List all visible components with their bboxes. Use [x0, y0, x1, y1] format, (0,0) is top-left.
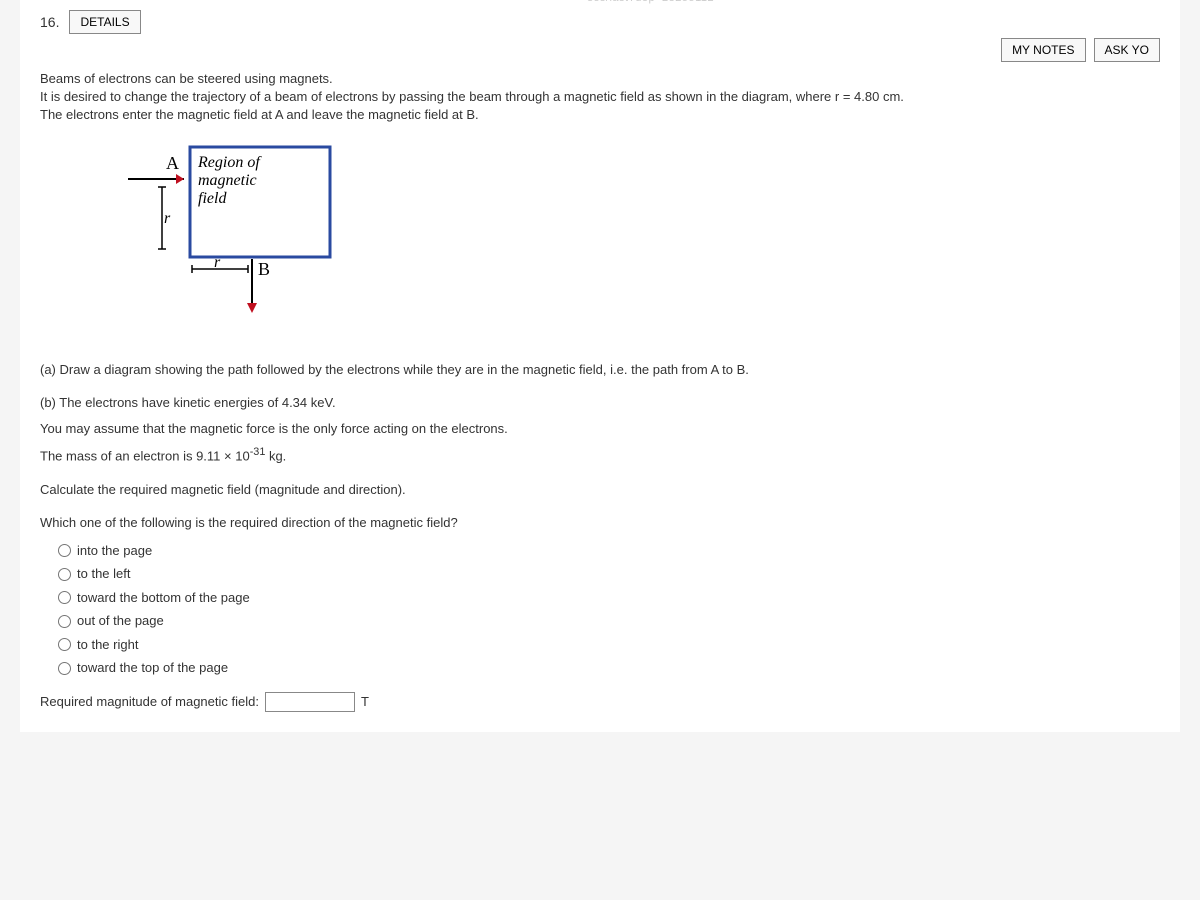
option-bottom[interactable]: toward the bottom of the page: [58, 588, 1160, 608]
part-b-line: You may assume that the magnetic force i…: [40, 419, 1160, 439]
radio-input[interactable]: [58, 638, 71, 651]
unit-label: T: [361, 692, 369, 712]
question-header-right: MY NOTES ASK YO: [1001, 38, 1160, 62]
intro-line: Beams of electrons can be steered using …: [40, 70, 1160, 88]
ask-teacher-button[interactable]: ASK YO: [1094, 38, 1160, 62]
option-right[interactable]: to the right: [58, 635, 1160, 655]
radio-input[interactable]: [58, 544, 71, 557]
part-a: (a) Draw a diagram showing the path foll…: [40, 360, 1160, 380]
option-label: toward the bottom of the page: [77, 588, 250, 608]
label-a: A: [166, 153, 179, 173]
option-label: to the right: [77, 635, 138, 655]
direction-question: Which one of the following is the requir…: [40, 513, 1160, 533]
intro-line: It is desired to change the trajectory o…: [40, 88, 1160, 106]
direction-options: into the page to the left toward the bot…: [58, 541, 1160, 678]
magnitude-input[interactable]: [265, 692, 355, 712]
option-label: to the left: [77, 564, 130, 584]
region-label: magnetic: [198, 172, 257, 189]
region-label: Region of: [197, 154, 262, 171]
header-row: 16. DETAILS MY NOTES ASK YO: [40, 10, 1160, 62]
magnitude-row: Required magnitude of magnetic field: T: [40, 692, 1160, 712]
radio-input[interactable]: [58, 568, 71, 581]
arrow-b-icon: [247, 303, 257, 313]
arrow-a-icon: [176, 174, 184, 184]
part-b-line: The mass of an electron is 9.11 × 10-31 …: [40, 444, 1160, 466]
label-r: r: [214, 254, 221, 271]
option-out-of-page[interactable]: out of the page: [58, 611, 1160, 631]
intro-line: The electrons enter the magnetic field a…: [40, 106, 1160, 124]
radio-input[interactable]: [58, 662, 71, 675]
radio-input[interactable]: [58, 591, 71, 604]
magnitude-label: Required magnitude of magnetic field:: [40, 692, 259, 712]
intro-text: Beams of electrons can be steered using …: [40, 70, 1160, 125]
option-label: into the page: [77, 541, 152, 561]
option-label: toward the top of the page: [77, 658, 228, 678]
option-label: out of the page: [77, 611, 164, 631]
region-label: field: [198, 190, 227, 207]
question-number: 16.: [40, 14, 59, 30]
question-parts: (a) Draw a diagram showing the path foll…: [40, 360, 1160, 712]
part-b-line: (b) The electrons have kinetic energies …: [40, 393, 1160, 413]
radio-input[interactable]: [58, 615, 71, 628]
my-notes-button[interactable]: MY NOTES: [1001, 38, 1085, 62]
url-fragment: ses/last?dep=28255112: [587, 0, 714, 4]
details-button[interactable]: DETAILS: [69, 10, 140, 34]
label-b: B: [258, 259, 270, 279]
question-page: ses/last?dep=28255112 16. DETAILS MY NOT…: [20, 0, 1180, 732]
option-top[interactable]: toward the top of the page: [58, 658, 1160, 678]
diagram: Region of magnetic field A r r B: [80, 137, 1160, 330]
option-left[interactable]: to the left: [58, 564, 1160, 584]
label-r: r: [164, 210, 171, 227]
magnetic-field-diagram: Region of magnetic field A r r B: [80, 137, 360, 327]
calc-prompt: Calculate the required magnetic field (m…: [40, 480, 1160, 500]
option-into-page[interactable]: into the page: [58, 541, 1160, 561]
question-header-left: 16. DETAILS: [40, 10, 141, 34]
